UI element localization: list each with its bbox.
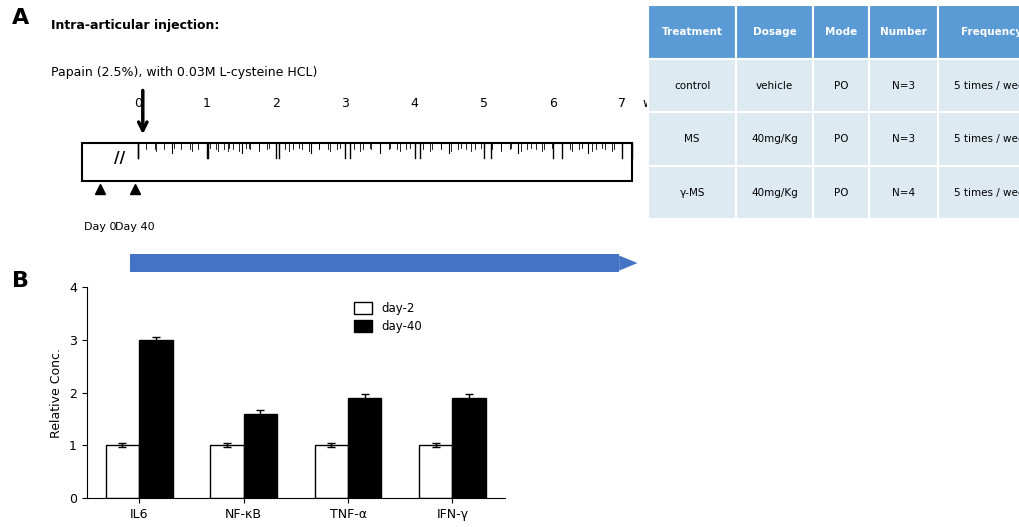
Text: 6: 6 xyxy=(548,96,556,110)
Text: Day 40: Day 40 xyxy=(115,222,154,232)
Bar xyxy=(736,5,812,59)
Bar xyxy=(868,5,937,59)
Text: week: week xyxy=(642,96,675,110)
Bar xyxy=(868,166,937,219)
Text: 5 times / week: 5 times / week xyxy=(953,81,1019,91)
Y-axis label: Relative Conc.: Relative Conc. xyxy=(50,348,63,437)
Text: γ-MS: γ-MS xyxy=(679,188,704,198)
Bar xyxy=(647,5,736,59)
Text: Treatment: Treatment xyxy=(661,27,721,37)
Text: 7: 7 xyxy=(618,96,626,110)
Text: 0: 0 xyxy=(133,96,142,110)
Text: control: control xyxy=(674,81,709,91)
Text: 5 times / week: 5 times / week xyxy=(953,134,1019,144)
Text: MS, γ-MS treatment begins: MS, γ-MS treatment begins xyxy=(152,288,321,301)
Bar xyxy=(210,445,244,498)
Bar xyxy=(868,112,937,166)
Bar xyxy=(736,59,812,112)
Text: Number: Number xyxy=(879,27,926,37)
Text: Intra-articular injection:: Intra-articular injection: xyxy=(51,19,219,32)
Bar xyxy=(106,445,139,498)
Bar xyxy=(647,112,736,166)
Text: B: B xyxy=(12,271,30,291)
Bar xyxy=(868,59,937,112)
Text: A: A xyxy=(12,8,30,28)
Bar xyxy=(736,166,812,219)
Bar xyxy=(647,59,736,112)
Bar xyxy=(244,414,277,498)
Text: 40mg/Kg: 40mg/Kg xyxy=(751,188,797,198)
Text: Frequency: Frequency xyxy=(961,27,1019,37)
Bar xyxy=(647,166,736,219)
Text: Mode: Mode xyxy=(824,27,856,37)
Text: PO: PO xyxy=(833,134,848,144)
Text: 5: 5 xyxy=(479,96,487,110)
Text: 1: 1 xyxy=(203,96,211,110)
Text: PO: PO xyxy=(833,188,848,198)
Text: vehicle: vehicle xyxy=(755,81,793,91)
Text: MS: MS xyxy=(684,134,699,144)
Bar xyxy=(736,112,812,166)
Bar xyxy=(812,112,868,166)
Bar xyxy=(129,254,619,272)
Text: PO: PO xyxy=(833,81,848,91)
Text: 40mg/Kg: 40mg/Kg xyxy=(751,134,797,144)
Text: N=3: N=3 xyxy=(892,81,914,91)
Bar xyxy=(812,59,868,112)
Text: Papain (2.5%), with 0.03M L-cysteine HCL): Papain (2.5%), with 0.03M L-cysteine HCL… xyxy=(51,66,317,79)
Bar xyxy=(812,166,868,219)
Polygon shape xyxy=(129,256,148,271)
Text: 2: 2 xyxy=(272,96,280,110)
Bar xyxy=(937,5,1019,59)
Bar xyxy=(452,398,485,498)
Text: 4: 4 xyxy=(411,96,418,110)
Text: //: // xyxy=(113,151,125,167)
Bar xyxy=(347,398,381,498)
Bar xyxy=(937,59,1019,112)
Text: Day 0: Day 0 xyxy=(84,222,116,232)
Bar xyxy=(139,340,172,498)
Text: N=4: N=4 xyxy=(892,188,914,198)
Text: Dosage: Dosage xyxy=(752,27,796,37)
Bar xyxy=(82,142,632,181)
Bar xyxy=(419,445,452,498)
Bar xyxy=(937,166,1019,219)
Bar xyxy=(937,112,1019,166)
Legend: day-2, day-40: day-2, day-40 xyxy=(348,297,426,338)
Bar xyxy=(314,445,347,498)
Text: N=3: N=3 xyxy=(892,134,914,144)
Text: 3: 3 xyxy=(341,96,348,110)
Text: 5 times / week: 5 times / week xyxy=(953,188,1019,198)
Polygon shape xyxy=(619,256,637,271)
Bar xyxy=(812,5,868,59)
